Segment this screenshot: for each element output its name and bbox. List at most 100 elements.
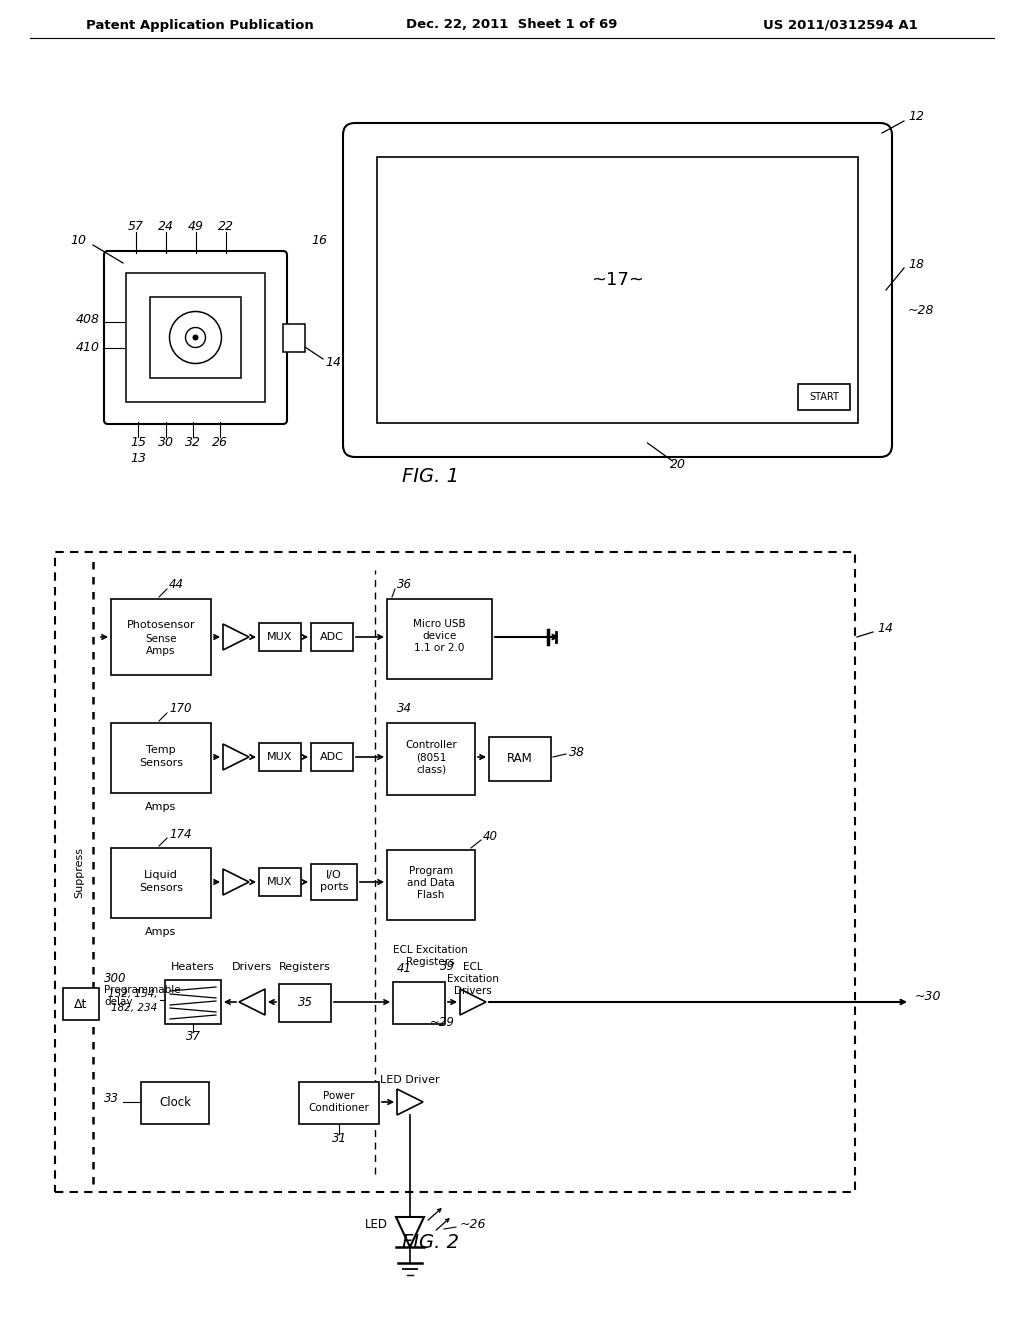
Text: 38: 38 <box>569 746 585 759</box>
Text: 36: 36 <box>397 578 412 591</box>
FancyBboxPatch shape <box>111 847 211 917</box>
FancyBboxPatch shape <box>111 723 211 793</box>
Text: Drivers: Drivers <box>232 962 272 972</box>
Text: LED Driver: LED Driver <box>380 1074 440 1085</box>
Text: 20: 20 <box>670 458 685 471</box>
Text: ~30: ~30 <box>915 990 941 1003</box>
FancyBboxPatch shape <box>259 743 301 771</box>
Text: 14: 14 <box>325 355 341 368</box>
Text: Flash: Flash <box>418 890 444 900</box>
FancyBboxPatch shape <box>283 323 305 352</box>
Text: delay: delay <box>104 997 132 1007</box>
FancyBboxPatch shape <box>55 552 855 1192</box>
FancyBboxPatch shape <box>165 979 221 1024</box>
FancyBboxPatch shape <box>126 273 265 403</box>
Text: Power: Power <box>324 1092 354 1101</box>
Text: 170: 170 <box>169 702 191 715</box>
Text: START: START <box>809 392 839 403</box>
Text: US 2011/0312594 A1: US 2011/0312594 A1 <box>763 18 918 32</box>
Text: Δt: Δt <box>75 998 88 1011</box>
Text: Amps: Amps <box>145 803 176 812</box>
FancyBboxPatch shape <box>311 623 353 651</box>
FancyBboxPatch shape <box>387 850 475 920</box>
Text: ~17~: ~17~ <box>591 271 644 289</box>
Text: Photosensor: Photosensor <box>127 620 196 630</box>
FancyBboxPatch shape <box>387 599 492 678</box>
Text: 15: 15 <box>130 436 146 449</box>
Text: ADC: ADC <box>321 632 344 642</box>
Text: 13: 13 <box>130 451 146 465</box>
Text: ports: ports <box>319 882 348 892</box>
FancyBboxPatch shape <box>63 987 99 1020</box>
Text: Liquid: Liquid <box>144 870 178 880</box>
Text: 182, 234: 182, 234 <box>111 1003 157 1012</box>
FancyBboxPatch shape <box>489 737 551 781</box>
Text: ECL Excitation: ECL Excitation <box>392 945 467 954</box>
FancyBboxPatch shape <box>377 157 858 422</box>
Text: RAM: RAM <box>507 752 532 766</box>
Text: Programmable: Programmable <box>104 985 180 995</box>
Text: Temp: Temp <box>146 744 176 755</box>
Text: 33: 33 <box>104 1093 119 1106</box>
FancyBboxPatch shape <box>343 123 892 457</box>
FancyBboxPatch shape <box>311 865 357 900</box>
Text: and Data: and Data <box>408 878 455 888</box>
Text: Micro USB: Micro USB <box>414 619 466 630</box>
Text: I/O: I/O <box>326 870 342 880</box>
Text: Amps: Amps <box>146 645 176 656</box>
FancyBboxPatch shape <box>311 743 353 771</box>
Text: class): class) <box>416 764 446 774</box>
Text: Patent Application Publication: Patent Application Publication <box>86 18 314 32</box>
Text: 49: 49 <box>188 220 204 234</box>
Text: 26: 26 <box>212 436 228 449</box>
Text: 12: 12 <box>908 111 924 124</box>
FancyBboxPatch shape <box>279 983 331 1022</box>
Text: 35: 35 <box>298 997 312 1010</box>
Text: 14: 14 <box>877 623 893 635</box>
Text: ADC: ADC <box>321 752 344 762</box>
Text: 408: 408 <box>76 313 100 326</box>
Text: Sense: Sense <box>145 634 177 644</box>
Text: 174: 174 <box>169 828 191 841</box>
FancyBboxPatch shape <box>387 723 475 795</box>
Text: Suppress: Suppress <box>74 846 84 898</box>
Text: Conditioner: Conditioner <box>308 1104 370 1113</box>
FancyBboxPatch shape <box>259 623 301 651</box>
Text: 24: 24 <box>158 220 174 234</box>
Text: 44: 44 <box>169 578 184 591</box>
Text: 40: 40 <box>483 829 498 842</box>
Text: FIG. 2: FIG. 2 <box>401 1233 459 1251</box>
Text: ~26: ~26 <box>460 1218 486 1232</box>
Text: 300: 300 <box>104 972 127 985</box>
Text: Registers: Registers <box>280 962 331 972</box>
FancyBboxPatch shape <box>111 599 211 675</box>
Text: 10: 10 <box>70 234 86 247</box>
FancyBboxPatch shape <box>299 1082 379 1125</box>
Text: 57: 57 <box>128 220 144 234</box>
FancyBboxPatch shape <box>104 251 287 424</box>
Text: Registers: Registers <box>406 957 455 968</box>
Text: ~28: ~28 <box>908 304 935 317</box>
Text: 39: 39 <box>440 961 455 974</box>
Text: LED: LED <box>365 1218 388 1232</box>
Text: (8051: (8051 <box>416 752 446 762</box>
Text: Drivers: Drivers <box>454 986 492 997</box>
Text: Program: Program <box>409 866 453 876</box>
Text: 32: 32 <box>185 436 201 449</box>
Text: Heaters: Heaters <box>171 962 215 972</box>
Text: 31: 31 <box>332 1131 346 1144</box>
Text: 34: 34 <box>397 702 412 715</box>
Text: Amps: Amps <box>145 927 176 937</box>
Text: 37: 37 <box>185 1030 201 1043</box>
Text: FIG. 1: FIG. 1 <box>401 467 459 487</box>
Text: 22: 22 <box>218 220 234 234</box>
Text: ~29: ~29 <box>430 1015 455 1028</box>
Text: MUX: MUX <box>267 752 293 762</box>
FancyBboxPatch shape <box>798 384 850 411</box>
FancyBboxPatch shape <box>259 869 301 896</box>
Text: Sensors: Sensors <box>139 883 183 894</box>
Text: Excitation: Excitation <box>447 974 499 983</box>
FancyBboxPatch shape <box>393 982 445 1024</box>
Text: Sensors: Sensors <box>139 758 183 768</box>
Text: MUX: MUX <box>267 632 293 642</box>
